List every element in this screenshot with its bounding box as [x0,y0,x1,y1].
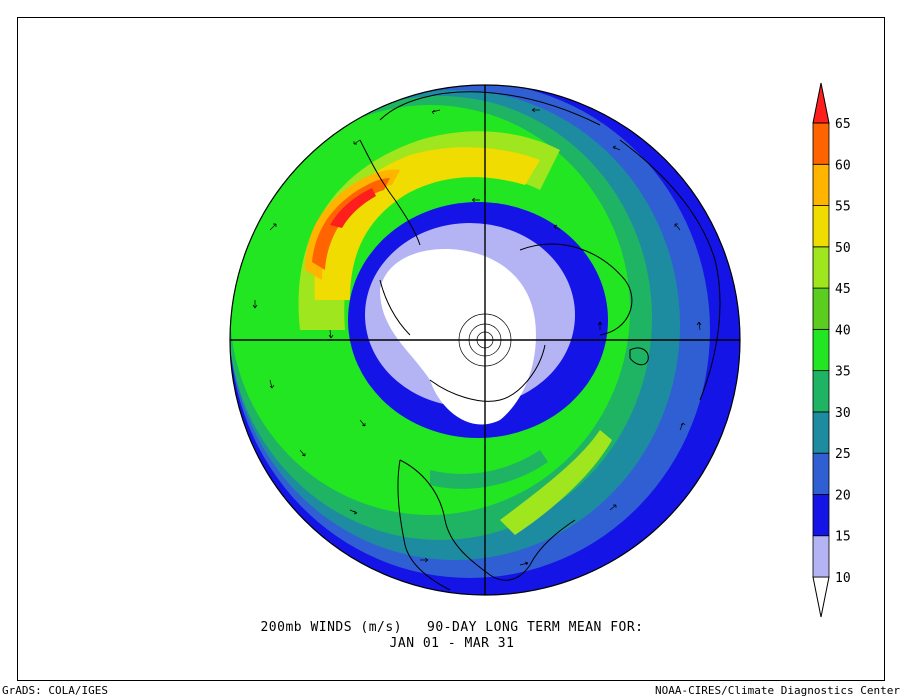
legend-tick-label: 35 [835,365,851,380]
legend-swatch [812,370,830,413]
coastlines [359,91,721,591]
coast-north-america-east [399,459,576,581]
legend-tick-label: 55 [835,200,851,215]
coast-canadian-arctic [429,344,546,402]
legend-swatch [812,535,830,578]
legend-swatch-below-min [812,576,830,618]
footer-data-credit: NOAA-CIRES/Climate Diagnostics Center [654,684,900,697]
legend-swatch [812,122,830,165]
legend-tick-label: 25 [835,447,851,462]
footer-software-credit: GrADS: COLA/IGES [2,684,108,697]
field-north-america-30-35 [430,450,548,489]
legend-tick-label: 30 [835,406,851,421]
legend-tick-label: 15 [835,530,851,545]
legend-swatch [812,163,830,206]
legend-swatch [812,494,830,537]
legend-tick-label: 40 [835,323,851,338]
legend-swatch [812,287,830,330]
jet-core-atlantic [500,430,612,535]
field-polar-calm [380,249,536,425]
wind-speed-field [230,85,740,595]
field-band-60-65 [312,178,390,270]
map-boundary [229,84,741,596]
legend-tick-label: 45 [835,282,851,297]
coast-island [629,347,649,366]
jet-core-east-asia [330,188,376,228]
caption-title: 200mb WINDS (m/s) 90-DAY LONG TERM MEAN … [260,620,644,635]
coast-north-america-west [397,459,451,591]
legend-swatch [812,328,830,372]
legend-tick-label: 50 [835,241,851,256]
caption-date-range: JAN 01 - MAR 31 [389,636,515,651]
legend-swatch [812,246,830,289]
legend-tick-label: 65 [835,117,851,132]
legend-swatch [812,411,830,454]
legend-swatch-above-max [812,82,830,124]
coast-asia-north [379,91,601,126]
legend-swatch [812,452,830,495]
coast-east-asia [359,139,421,246]
coast-siberia-arctic [379,279,411,336]
legend-tick-label: 10 [835,571,851,586]
plot-frame [17,17,885,681]
coast-europe-africa [619,139,721,401]
legend-tick-label: 20 [835,488,851,503]
legend-swatch [812,205,830,248]
legend-tick-label: 60 [835,158,851,173]
coast-greenland-europe [519,243,633,336]
